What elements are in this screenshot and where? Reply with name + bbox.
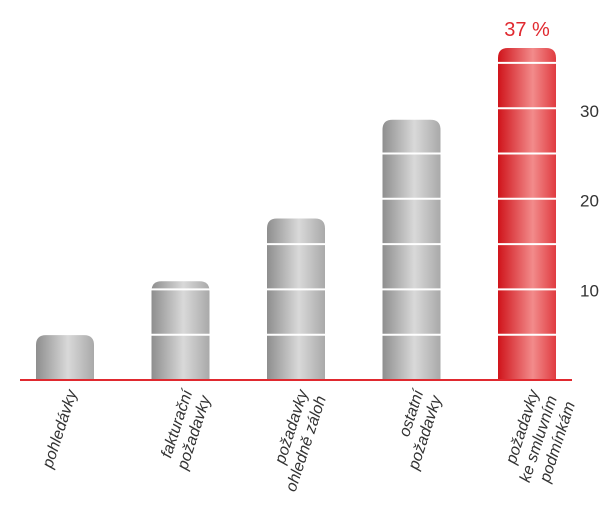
- category-label-4: ostatnípožadavky: [387, 387, 446, 473]
- category-label-1: pohledávky: [39, 387, 81, 471]
- bars-group: [36, 48, 556, 380]
- y-tick-20: 20: [580, 192, 599, 211]
- category-label-5: požadavkyke smluvnímpodmínkám: [499, 387, 579, 490]
- category-labels: pohledávky fakturačnípožadavky požadavkyoh…: [39, 387, 579, 494]
- y-axis-ticks: 10 20 30: [580, 102, 599, 300]
- category-label-3: požadavkyohledně záloh: [265, 387, 330, 494]
- y-tick-10: 10: [580, 281, 599, 300]
- bar-3: [267, 218, 325, 380]
- category-label-2: fakturačnípožadavky: [156, 387, 215, 473]
- bar-4: [382, 119, 441, 380]
- bar-2: [151, 281, 210, 380]
- highlight-value-label: 37 %: [504, 19, 550, 41]
- y-tick-30: 30: [580, 102, 599, 121]
- bar-1: [36, 335, 94, 380]
- bar-5: [498, 48, 556, 380]
